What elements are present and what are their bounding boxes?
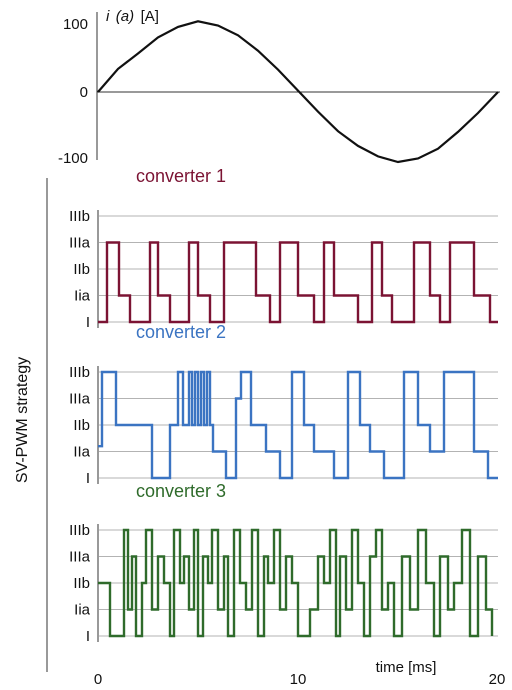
converter-2-level-label: IIa <box>73 444 90 461</box>
xlabel: time [ms] <box>376 659 437 676</box>
converter-1-title: converter 1 <box>136 166 226 186</box>
converter-1-level-label: I <box>86 314 90 331</box>
current-ytick-0: 0 <box>80 84 88 101</box>
converter-1-panel: converter 1 I Iia IIb IIIa IIIb <box>69 166 498 331</box>
xtick-0: 0 <box>94 671 102 688</box>
xtick-10: 10 <box>290 671 307 688</box>
converter-2-waveform <box>98 370 498 480</box>
current-series-label: i (a) [A] <box>106 8 159 25</box>
converter-3-level-label: I <box>86 628 90 645</box>
converter-2-title: converter 2 <box>136 322 226 342</box>
converter-1-level-label: IIIa <box>69 235 91 252</box>
converter-3-waveform <box>98 528 494 638</box>
converter-3-level-label: Iia <box>74 602 91 619</box>
converter-2-level-label: IIIb <box>69 364 90 381</box>
converter-1-level-label: IIIb <box>69 208 90 225</box>
pwm-ylabel: SV-PWM strategy <box>14 357 31 483</box>
current-ytick-100: 100 <box>63 16 88 33</box>
converter-2-level-label: IIIa <box>69 391 91 408</box>
current-line <box>97 20 499 164</box>
converter-1-waveform <box>98 241 498 324</box>
converter-3-level-label: IIb <box>73 575 90 592</box>
current-ytick-minus100: -100 <box>58 150 88 167</box>
converter-3-panel: converter 3 I Iia IIb IIIa IIIb <box>69 481 498 645</box>
converter-2-level-label: IIb <box>73 417 90 434</box>
converter-1-level-label: IIb <box>73 261 90 278</box>
current-plot: 100 0 -100 i (a) [A] <box>58 8 500 167</box>
converter-1-level-label: Iia <box>74 288 91 305</box>
converter-3-title: converter 3 <box>136 481 226 501</box>
xtick-20: 20 <box>489 671 506 688</box>
converter-3-level-label: IIIb <box>69 522 90 539</box>
converter-3-level-label: IIIa <box>69 549 91 566</box>
converter-2-level-label: I <box>86 470 90 487</box>
